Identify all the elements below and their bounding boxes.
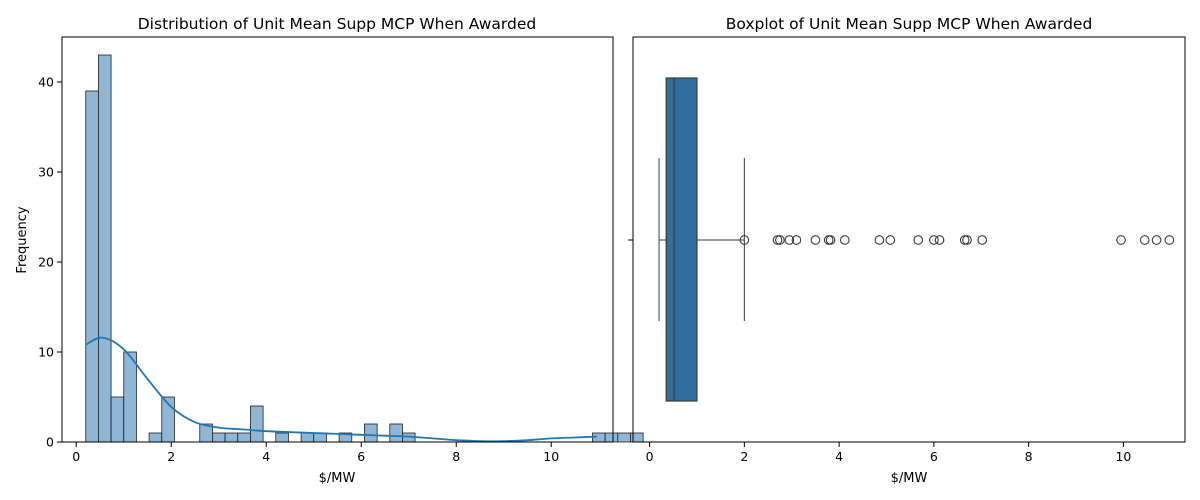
histogram-bar (224, 432, 239, 443)
x-tick-label: 6 (930, 449, 938, 464)
x-tick-label: 6 (357, 449, 365, 464)
x-tick-label: 2 (167, 449, 175, 464)
x-tick-label: 0 (72, 449, 80, 464)
histogram-bar (617, 432, 631, 443)
boxplot-outlier-point (1164, 235, 1175, 245)
boxplot-outlier-point (775, 235, 785, 245)
boxplot-outlier-point (929, 235, 939, 245)
x-tick-label: 2 (740, 449, 748, 464)
x-tick-label: 4 (262, 449, 270, 464)
boxplot-outlier-point (1139, 235, 1150, 245)
x-tick-label: 10 (1115, 449, 1131, 464)
y-tick-label: 30 (38, 165, 54, 180)
histogram-bar (98, 54, 112, 443)
boxplot-outlier-point (885, 235, 896, 245)
boxplot-outlier-point (959, 235, 970, 245)
boxplot-outlier-point (1151, 235, 1162, 245)
histogram-bar (85, 90, 99, 443)
boxplot-outlier-point (1116, 235, 1126, 245)
histogram-bar (604, 432, 619, 443)
x-tick-label: 4 (835, 449, 843, 464)
histogram-kde-line (85, 336, 597, 443)
x-tick-label: 8 (452, 449, 460, 464)
histogram-axes-frame (61, 36, 614, 443)
boxplot-outlier-point (772, 235, 783, 245)
histogram-panel: Distribution of Unit Mean Supp MCP When … (15, 15, 644, 486)
histogram-y-axis-title: Frequency (15, 206, 30, 273)
boxplot-marks (658, 77, 1175, 402)
boxplot-outlier-point (739, 235, 750, 245)
boxplot-outlier-point (874, 235, 885, 245)
histogram-y-ticks: 0 10 20 30 40 (38, 75, 62, 450)
histogram-bar (250, 405, 264, 443)
y-tick-label: 20 (38, 255, 54, 270)
histogram-bar (630, 432, 644, 443)
boxplot-outlier-point (784, 235, 795, 245)
boxplot-outlier-point (962, 235, 972, 245)
histogram-title: Distribution of Unit Mean Supp MCP When … (138, 15, 537, 33)
boxplot-outlier-point (825, 235, 836, 245)
boxplot-panel: Boxplot of Unit Mean Supp MCP When Award… (628, 15, 1186, 486)
boxplot-box (665, 77, 698, 402)
boxplot-title: Boxplot of Unit Mean Supp MCP When Award… (726, 15, 1093, 33)
x-tick-label: 8 (1025, 449, 1033, 464)
boxplot-x-axis-title: $/MW (891, 471, 928, 486)
boxplot-x-ticks: 0 2 4 6 8 10 (646, 442, 1131, 464)
y-tick-label: 0 (46, 435, 54, 450)
histogram-bar (237, 432, 251, 443)
x-tick-label: 10 (543, 449, 559, 464)
histogram-bar (212, 432, 226, 443)
boxplot-outlier-point (934, 235, 945, 245)
histogram-bar (364, 423, 378, 443)
boxplot-outlier-point (791, 235, 802, 245)
histogram-bar (300, 432, 315, 443)
boxplot-outlier-point (913, 235, 924, 245)
histogram-bar (123, 351, 137, 443)
boxplot-outlier-point (839, 235, 850, 245)
y-tick-label: 40 (38, 75, 54, 90)
histogram-bar (275, 432, 289, 443)
histogram-x-ticks: 0 2 4 6 8 10 (72, 442, 559, 464)
histogram-bar (313, 432, 327, 443)
boxplot-outlier-point (823, 235, 834, 245)
histogram-bar (389, 423, 403, 443)
x-tick-label: 0 (646, 449, 654, 464)
boxplot-outlier-point (810, 235, 821, 245)
histogram-x-axis-title: $/MW (319, 471, 356, 486)
histogram-bars (85, 54, 644, 443)
histogram-bar (110, 396, 125, 443)
y-tick-label: 10 (38, 345, 54, 360)
boxplot-outlier-point (977, 235, 988, 245)
histogram-bar (148, 432, 163, 443)
